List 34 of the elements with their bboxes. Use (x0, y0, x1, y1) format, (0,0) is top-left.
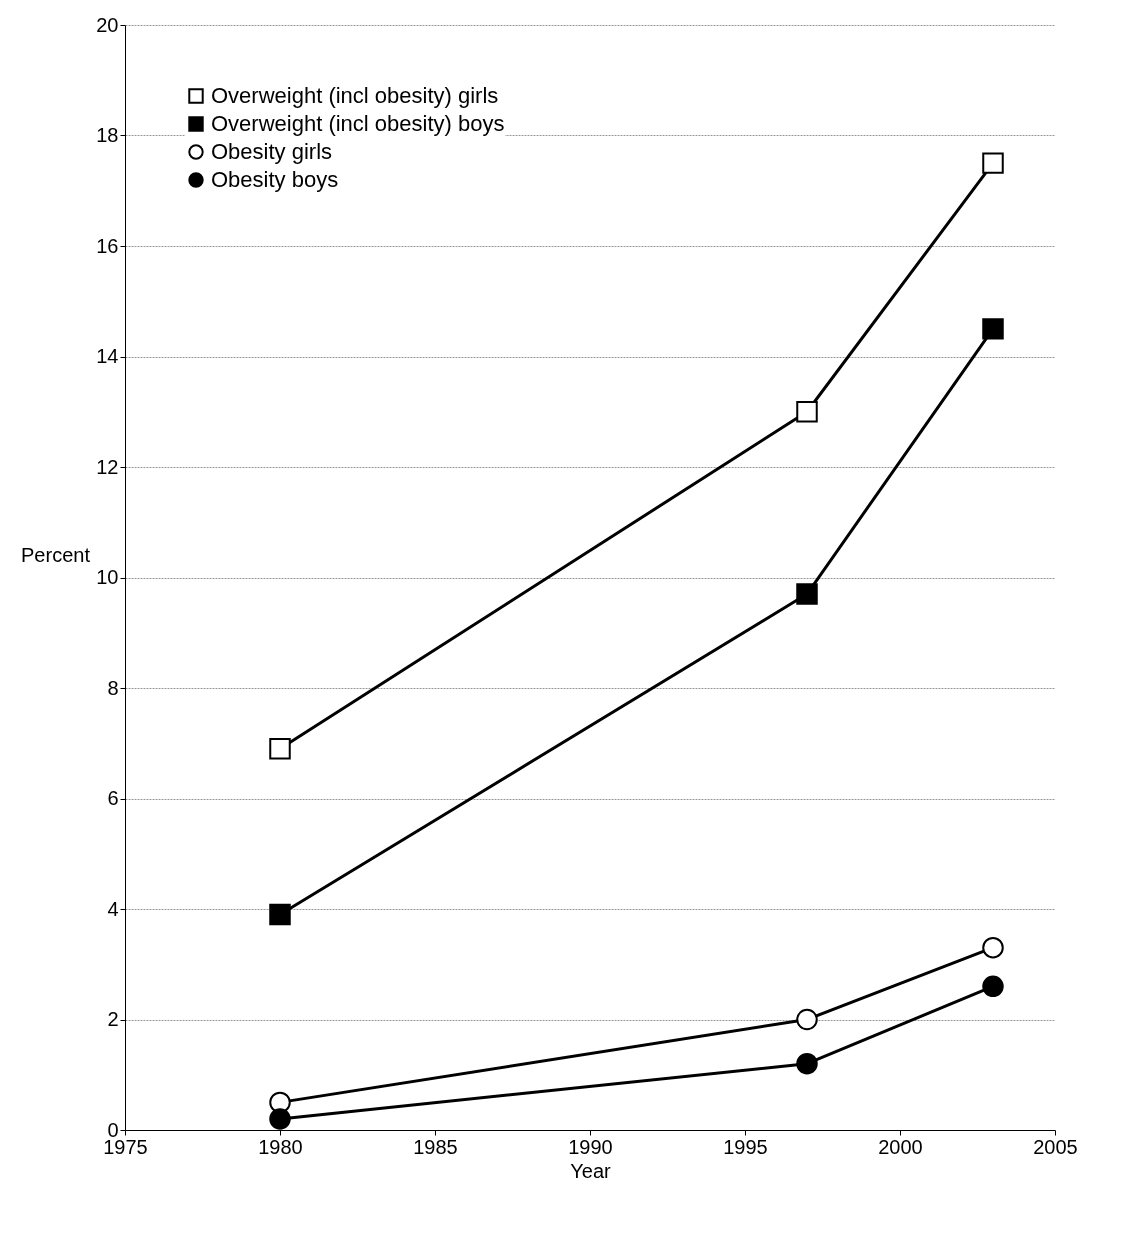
point (982, 936, 1004, 959)
y-tick-label: 20 (96, 13, 119, 36)
y-tick-label: 12 (96, 455, 119, 478)
x-axis-title: Year (570, 1159, 612, 1182)
legend-label: Overweight (incl obesity) boys (211, 111, 505, 136)
point (796, 1052, 818, 1075)
y-tick-label: 10 (96, 566, 119, 588)
point (796, 401, 818, 423)
x-tick-label: 2005 (1033, 1135, 1078, 1158)
point (796, 1008, 818, 1031)
point (982, 975, 1004, 998)
y-tick-label: 4 (107, 897, 119, 920)
x-tick-label: 1985 (413, 1135, 458, 1158)
y-tick-label: 14 (96, 345, 119, 367)
y-axis-title: Percent (21, 543, 91, 566)
legend-label: Overweight (incl obesity) girls (211, 83, 499, 108)
point (269, 903, 291, 926)
x-tick-label: 2000 (878, 1135, 923, 1158)
y-tick-label: 0 (107, 1118, 119, 1141)
y-tick-label: 18 (96, 124, 119, 146)
legend-label: Obesity boys (211, 167, 339, 192)
x-tick-label: 1980 (258, 1135, 303, 1158)
point (269, 738, 291, 760)
y-tick-label: 6 (107, 787, 119, 809)
point (982, 152, 1004, 174)
legend-label: Obesity girls (211, 139, 333, 164)
point (269, 1108, 291, 1130)
point (796, 583, 818, 605)
x-tick-label: 1995 (723, 1135, 768, 1158)
y-tick-label: 16 (96, 234, 119, 257)
point (982, 318, 1004, 340)
y-tick-label: 8 (107, 676, 119, 699)
x-tick-label: 1990 (568, 1135, 613, 1158)
y-tick-label: 2 (107, 1008, 119, 1030)
